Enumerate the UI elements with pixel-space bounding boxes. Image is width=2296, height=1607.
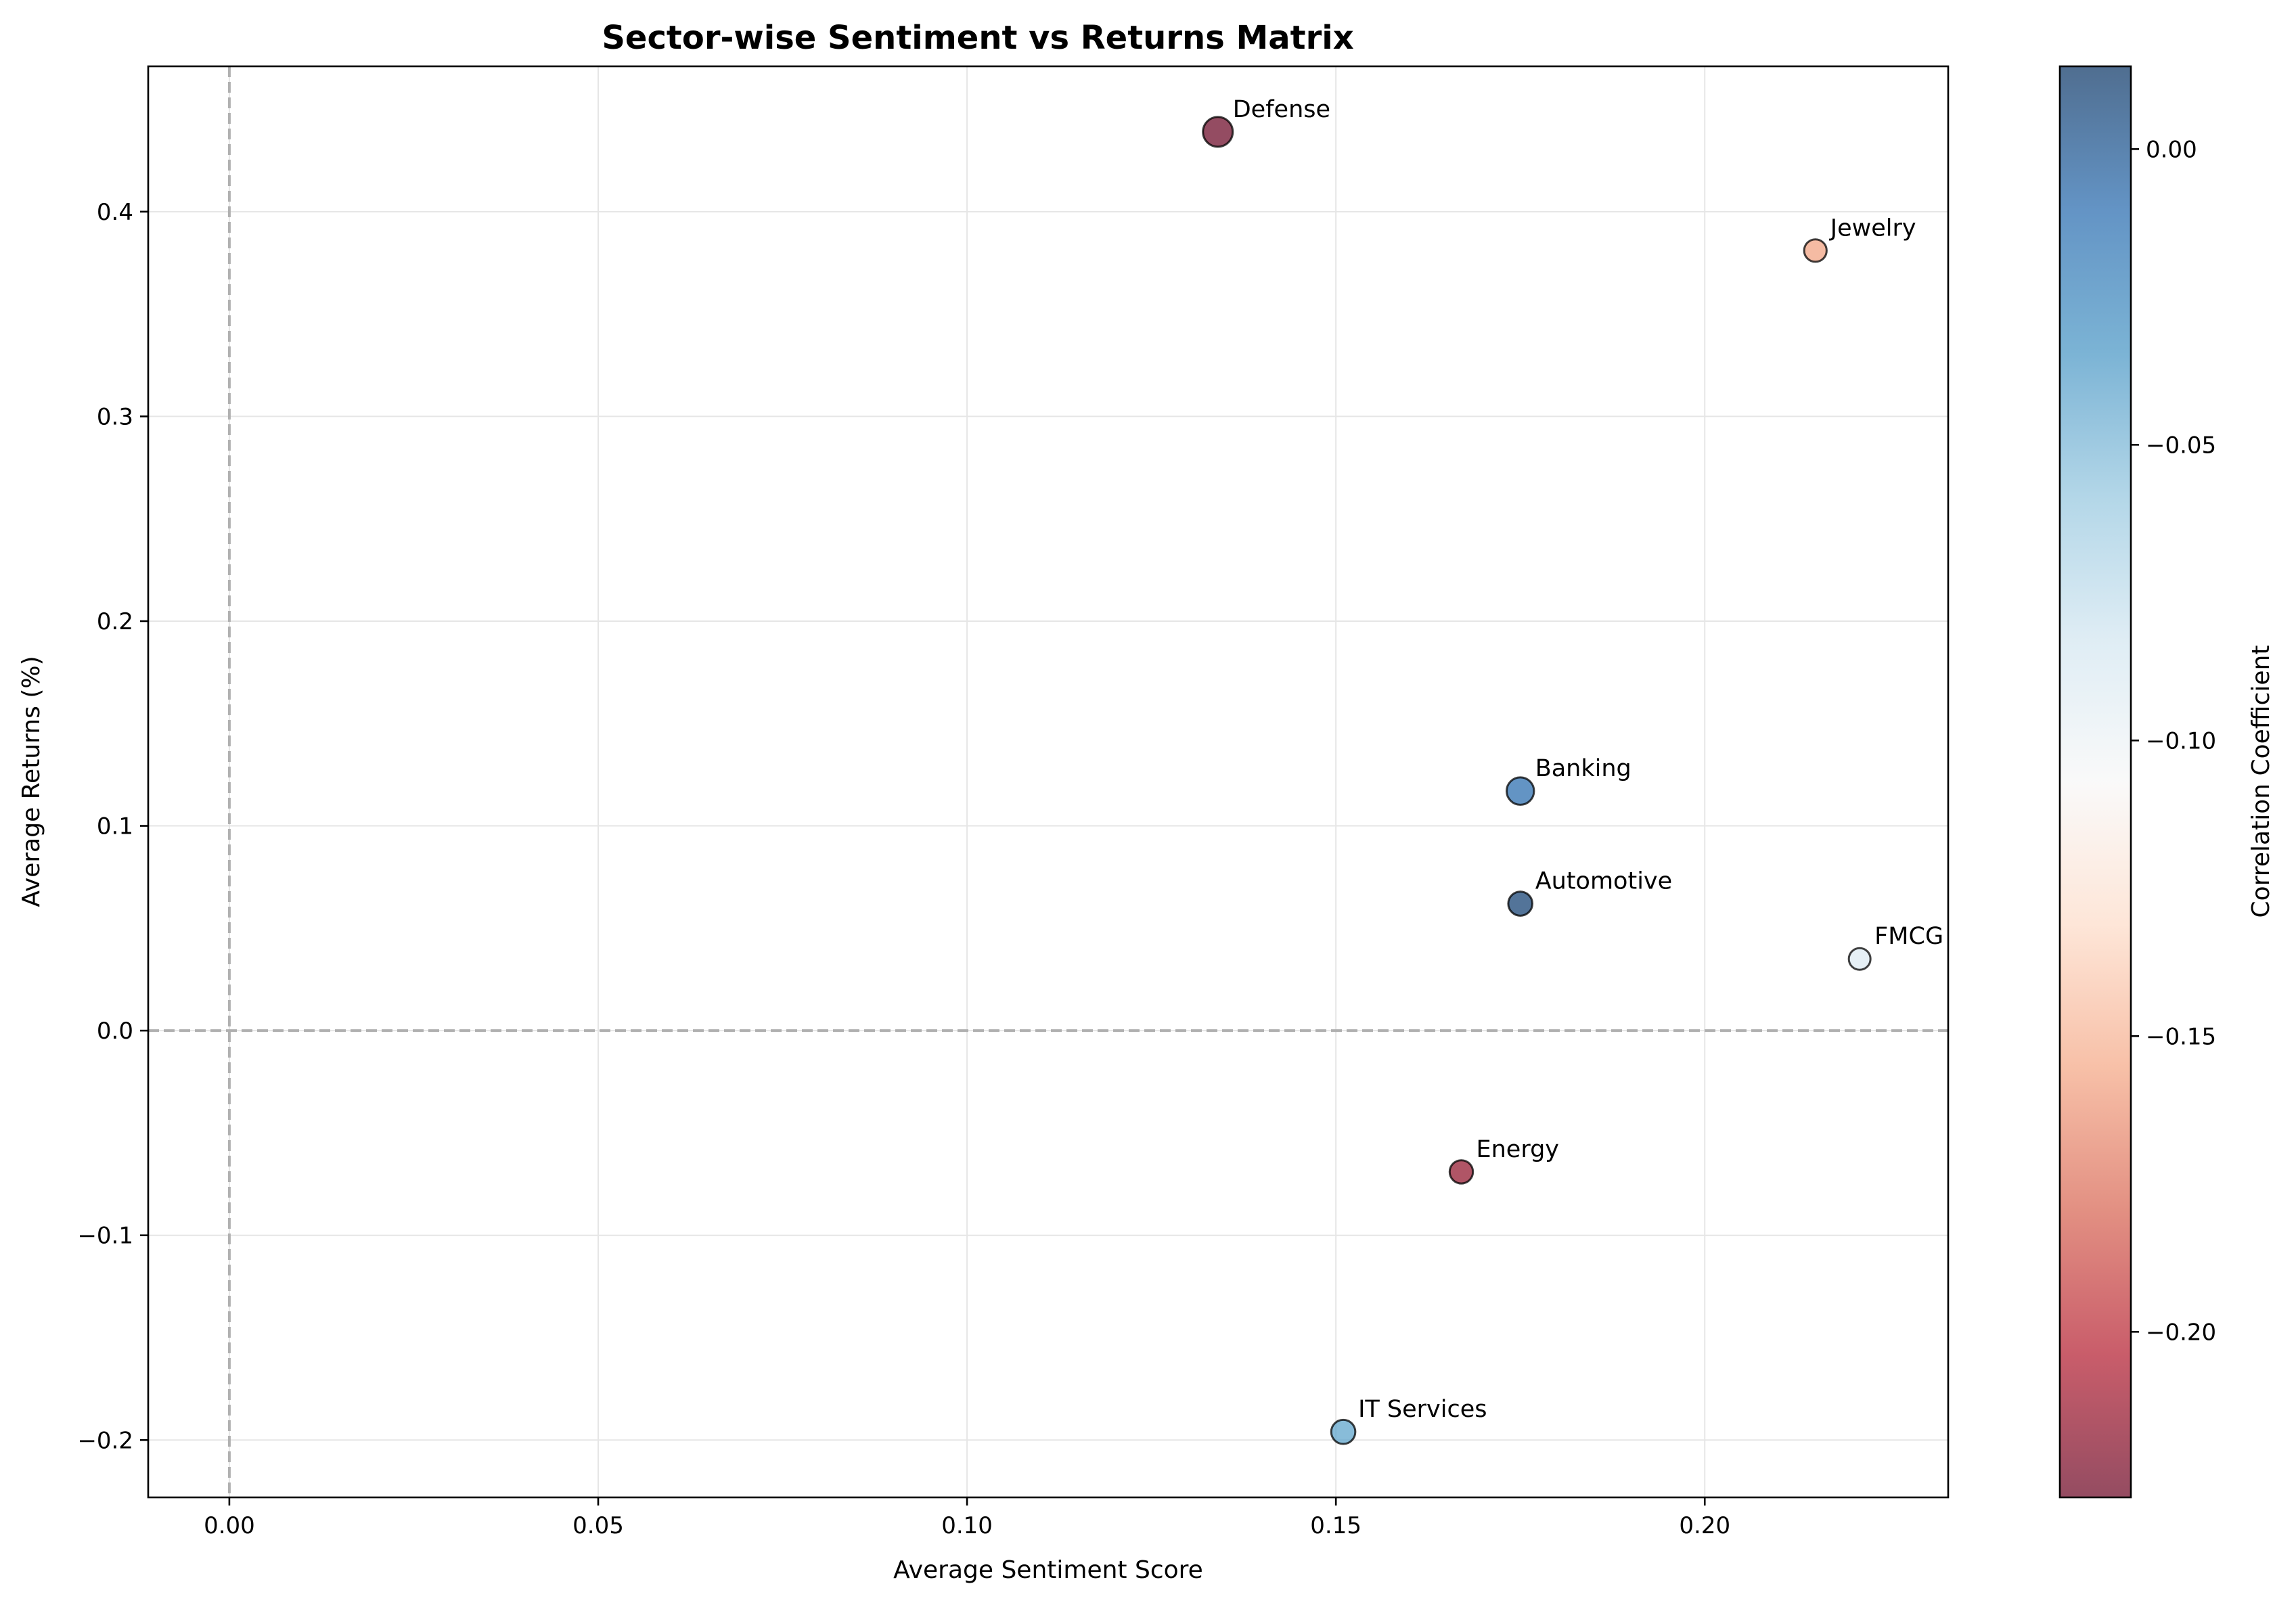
- data-point: [1330, 1418, 1357, 1445]
- reference-lines: [148, 66, 1948, 1497]
- y-axis-label: Average Returns (%): [18, 656, 45, 907]
- x-tick-label: 0.20: [1679, 1512, 1730, 1539]
- colorbar-tick-label: −0.15: [2146, 1023, 2216, 1050]
- data-point: [1847, 947, 1872, 971]
- point-label: Energy: [1476, 1136, 1559, 1163]
- x-axis-ticks: 0.00 0.05 0.10 0.15 0.20: [204, 1497, 1730, 1539]
- x-axis-label: Average Sentiment Score: [893, 1556, 1203, 1584]
- colorbar-label: Correlation Coefficient: [2247, 646, 2275, 918]
- x-tick-label: 0.05: [572, 1512, 624, 1539]
- data-point: [1803, 238, 1828, 263]
- point-label: IT Services: [1358, 1396, 1487, 1423]
- data-point: [1202, 116, 1234, 148]
- y-tick-label: 0.3: [97, 403, 133, 430]
- colorbar-tick-label: −0.20: [2146, 1319, 2216, 1346]
- x-tick-label: 0.15: [1310, 1512, 1361, 1539]
- y-tick-label: 0.2: [97, 608, 133, 635]
- y-axis-ticks: −0.2 −0.1 0.0 0.1 0.2 0.3 0.4: [77, 199, 148, 1454]
- y-tick-label: 0.1: [97, 813, 133, 840]
- point-label: FMCG: [1874, 923, 1943, 950]
- y-tick-label: 0.4: [97, 199, 133, 226]
- scatter-points: [1202, 116, 1872, 1445]
- chart-title: Sector-wise Sentiment vs Returns Matrix: [602, 19, 1353, 57]
- point-label: Jewelry: [1829, 214, 1916, 242]
- grid-lines: [148, 66, 1948, 1497]
- data-point: [1506, 776, 1535, 806]
- colorbar-ticks: 0.00 −0.05 −0.10 −0.15 −0.20: [2131, 136, 2216, 1346]
- point-labels: Defense Jewelry Banking Automotive FMCG Energ…: [1233, 96, 1943, 1423]
- y-tick-label: −0.2: [77, 1427, 133, 1454]
- x-tick-label: 0.00: [204, 1512, 255, 1539]
- colorbar: [2058, 65, 2132, 1499]
- colorbar-tick-label: −0.05: [2146, 432, 2216, 459]
- y-tick-label: 0.0: [97, 1018, 133, 1045]
- colorbar-tick-label: 0.00: [2146, 136, 2197, 163]
- point-label: Banking: [1535, 755, 1631, 782]
- data-point: [1448, 1159, 1475, 1185]
- data-point: [1507, 890, 1534, 917]
- point-label: Automotive: [1535, 868, 1672, 895]
- plot-area: [147, 65, 1950, 1499]
- colorbar-tick-label: −0.10: [2146, 727, 2216, 754]
- point-label: Defense: [1233, 96, 1330, 123]
- y-tick-label: −0.1: [77, 1223, 133, 1250]
- x-tick-label: 0.10: [941, 1512, 993, 1539]
